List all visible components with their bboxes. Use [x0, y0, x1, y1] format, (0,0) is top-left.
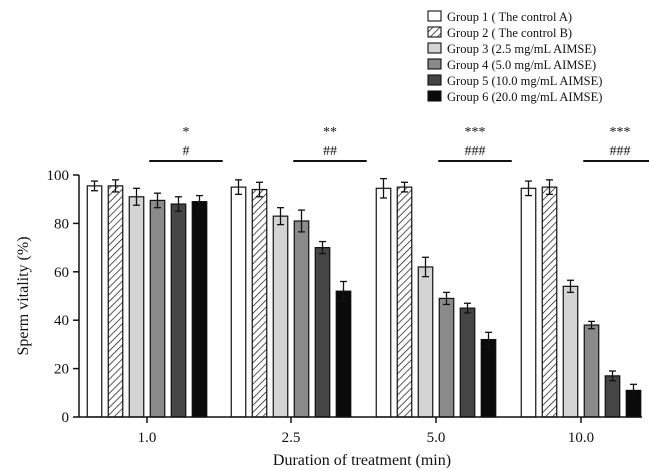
bar	[231, 187, 246, 417]
bar	[584, 325, 599, 417]
legend-swatch	[428, 27, 441, 37]
bar	[171, 204, 186, 417]
bar	[605, 376, 620, 417]
bars	[87, 179, 641, 417]
y-tick-label: 60	[54, 265, 69, 281]
legend: Group 1 ( The control A) Group 2 ( The co…	[428, 10, 602, 104]
x-tick-label: 2.5	[282, 430, 301, 446]
x-tick-label: 1.0	[138, 430, 157, 446]
legend-label: Group 3 (2.5 mg/mL AIMSE)	[447, 42, 596, 56]
bar	[315, 248, 330, 417]
bar	[418, 267, 433, 417]
legend-swatch	[428, 11, 441, 21]
bar	[252, 190, 267, 417]
y-axis-ticks: 0 20 40 60 80 100	[47, 168, 80, 426]
x-tick-label: 10.0	[568, 430, 594, 446]
significance-top-label: **	[323, 125, 337, 140]
legend-label: Group 1 ( The control A)	[447, 10, 572, 24]
x-axis-label: Duration of treatment (min)	[273, 452, 451, 469]
bar	[376, 188, 391, 417]
bar	[294, 221, 309, 417]
bar	[481, 340, 496, 417]
significance-top-label: ***	[610, 125, 631, 140]
bar	[521, 188, 536, 417]
significance-bottom-label: ###	[465, 144, 486, 159]
bar	[336, 291, 351, 417]
bar	[397, 187, 412, 417]
bar	[87, 186, 102, 417]
bar	[563, 286, 578, 417]
bar	[129, 197, 144, 417]
significance-bottom-label: ##	[323, 144, 337, 159]
legend-swatch	[428, 91, 441, 101]
y-tick-label: 20	[54, 362, 69, 378]
y-axis-label: Sperm vitality (%)	[15, 236, 32, 355]
legend-label: Group 5 (10.0 mg/mL AIMSE)	[447, 74, 602, 88]
significance-bottom-label: ###	[610, 144, 631, 159]
x-axis-ticks: 1.0 2.5 5.0 10.0	[138, 417, 595, 446]
bar	[150, 200, 165, 417]
legend-swatch	[428, 75, 441, 85]
y-tick-label: 40	[54, 313, 69, 329]
bar	[460, 308, 475, 417]
bar	[542, 187, 557, 417]
y-tick-label: 80	[54, 216, 69, 232]
legend-label: Group 2 ( The control B)	[447, 26, 572, 40]
legend-swatch	[428, 43, 441, 53]
legend-label: Group 4 (5.0 mg/mL AIMSE)	[447, 58, 596, 72]
bar	[108, 186, 123, 417]
significance-bottom-label: #	[183, 144, 190, 159]
legend-swatch	[428, 59, 441, 69]
bar	[439, 298, 454, 417]
significance-annotations: * # ** ## *** ### *** ###	[149, 125, 649, 161]
significance-top-label: ***	[465, 125, 486, 140]
significance-top-label: *	[183, 125, 190, 140]
x-tick-label: 5.0	[427, 430, 446, 446]
y-tick-label: 100	[47, 168, 70, 184]
bar	[273, 216, 288, 417]
legend-label: Group 6 (20.0 mg/mL AIMSE)	[447, 90, 602, 104]
y-tick-label: 0	[62, 410, 70, 426]
bar	[192, 202, 207, 417]
